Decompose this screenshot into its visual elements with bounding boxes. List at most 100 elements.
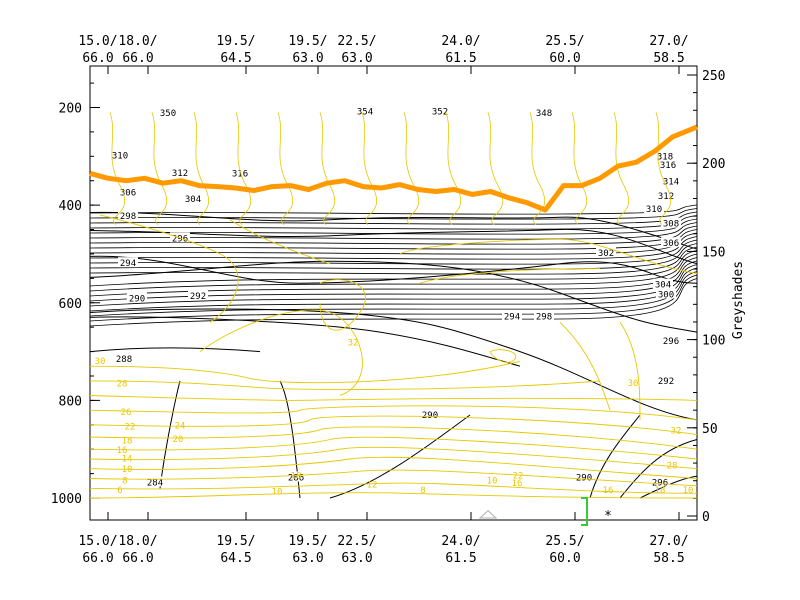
x-top-tick-label: 60.0 xyxy=(549,51,580,66)
y-left-tick-label: 400 xyxy=(59,199,82,214)
yellow-contour-label: 6 xyxy=(117,486,122,496)
x-bottom-tick-label: 63.0 xyxy=(292,551,323,566)
x-top-tick-label: 66.0 xyxy=(82,51,113,66)
bracket-marker xyxy=(581,497,588,526)
theta-label-bg xyxy=(658,159,678,170)
theta-contour-label: 306 xyxy=(120,188,136,198)
theta-contour xyxy=(89,278,698,327)
theta-contour-label: 292 xyxy=(658,377,674,387)
theta-label-bg xyxy=(170,166,190,177)
x-top-tick-label: 25.5/ xyxy=(545,34,584,49)
theta-contour xyxy=(89,211,698,250)
theta-contour-label: 310 xyxy=(112,151,128,161)
y-right-axis-label: Greyshades xyxy=(731,261,746,339)
theta-label-bg xyxy=(656,374,676,385)
y-left-tick-label: 800 xyxy=(59,394,82,409)
theta-label-bg xyxy=(661,237,681,248)
theta-label-bg xyxy=(230,167,250,178)
yellow-contour-label: 22 xyxy=(125,423,136,433)
y-right-tick-label: 200 xyxy=(702,157,725,172)
yellow-contour-label: 10 xyxy=(487,476,498,486)
x-top-tick-label: 66.0 xyxy=(122,51,153,66)
yellow-contour xyxy=(199,309,363,396)
yellow-contour xyxy=(89,446,698,470)
theta-contour-label: 312 xyxy=(172,169,188,179)
theta-label-bg xyxy=(355,105,375,116)
x-top-tick-label: 22.5/ xyxy=(337,34,376,49)
theta-contour xyxy=(89,208,698,220)
yellow-contour-label: 24 xyxy=(175,422,186,432)
theta-contour-label: 310 xyxy=(646,205,662,215)
theta-contour-label: 288 xyxy=(116,355,132,365)
theta-contour xyxy=(89,274,698,322)
theta-label-bg xyxy=(188,289,208,300)
theta-contour xyxy=(89,264,698,307)
x-bottom-tick-label: 22.5/ xyxy=(337,534,376,549)
theta-contour-label: 304 xyxy=(655,281,671,291)
yellow-contour-label: 22 xyxy=(513,472,524,482)
x-bottom-tick-label: 18.0/ xyxy=(118,534,157,549)
x-top-tick-label: 63.0 xyxy=(292,51,323,66)
x-top-tick-label: 27.0/ xyxy=(649,34,688,49)
theta-label-bg xyxy=(650,476,670,487)
yellow-contour xyxy=(99,214,239,323)
yellow-contour xyxy=(403,112,420,225)
x-bottom-tick-label: 19.5/ xyxy=(216,534,255,549)
theta-contour-label: 352 xyxy=(432,107,448,117)
yellow-contour xyxy=(319,279,366,331)
y-right-tick-label: 0 xyxy=(702,510,710,525)
yellow-contour xyxy=(613,112,630,225)
theta-label-bg xyxy=(286,471,306,482)
yellow-contour xyxy=(89,482,698,494)
theta-contour-label: 294 xyxy=(504,312,520,322)
x-bottom-tick-label: 61.5 xyxy=(445,551,476,566)
theta-label-bg xyxy=(127,292,147,303)
yellow-contour-label: 30 xyxy=(95,357,106,367)
theta-contour xyxy=(329,414,471,499)
yellow-contour-label: 18 xyxy=(291,472,302,482)
yellow-contour-label: 18 xyxy=(122,436,133,446)
theta-label-bg xyxy=(661,334,681,345)
yellow-contour-label: 16 xyxy=(603,486,614,496)
yellow-contour-label: 16 xyxy=(117,446,128,456)
y-left-tick-label: 1000 xyxy=(51,492,82,507)
x-bottom-tick-label: 63.0 xyxy=(341,551,372,566)
yellow-contour-label: 32 xyxy=(671,427,682,437)
theta-contour xyxy=(89,253,698,292)
theta-label-bg xyxy=(145,476,165,487)
yellow-contour-label: 12 xyxy=(367,480,378,490)
theta-contour xyxy=(89,260,698,333)
x-top-tick-label: 18.0/ xyxy=(118,34,157,49)
yellow-contour xyxy=(89,456,698,479)
y-right-tick-label: 150 xyxy=(702,245,725,260)
yellow-contour-label: 10 xyxy=(272,488,283,498)
yellow-contour-label: 8 xyxy=(420,486,425,496)
yellow-contour-label: 20 xyxy=(173,435,184,445)
theta-contour xyxy=(89,260,698,302)
theta-label-bg xyxy=(114,352,134,363)
theta-label-bg xyxy=(110,149,130,160)
theta-contour-label: 296 xyxy=(172,234,188,244)
theta-contour-label: 286 xyxy=(288,474,304,484)
theta-label-bg xyxy=(656,189,676,200)
yellow-contour xyxy=(109,112,126,225)
yellow-contour xyxy=(445,112,462,225)
theta-contour xyxy=(89,257,698,297)
x-top-tick-label: 61.5 xyxy=(445,51,476,66)
theta-contour-label: 302 xyxy=(598,249,614,259)
theta-contour xyxy=(89,211,698,225)
theta-label-bg xyxy=(118,186,138,197)
theta-label-bg xyxy=(661,175,681,186)
theta-contour xyxy=(89,347,261,353)
y-right-tick-label: 250 xyxy=(702,69,725,84)
theta-label-bg xyxy=(656,288,676,299)
theta-contour-label: 318 xyxy=(657,152,673,162)
theta-contour xyxy=(279,380,301,499)
theta-contour xyxy=(619,439,698,499)
x-top-tick-label: 15.0/ xyxy=(78,34,117,49)
theta-contour-label: 314 xyxy=(663,178,679,188)
x-top-tick-label: 63.0 xyxy=(341,51,372,66)
theta-label-bg xyxy=(653,278,673,289)
yellow-contour-label: 10 xyxy=(683,486,694,496)
theta-label-bg xyxy=(534,106,554,117)
